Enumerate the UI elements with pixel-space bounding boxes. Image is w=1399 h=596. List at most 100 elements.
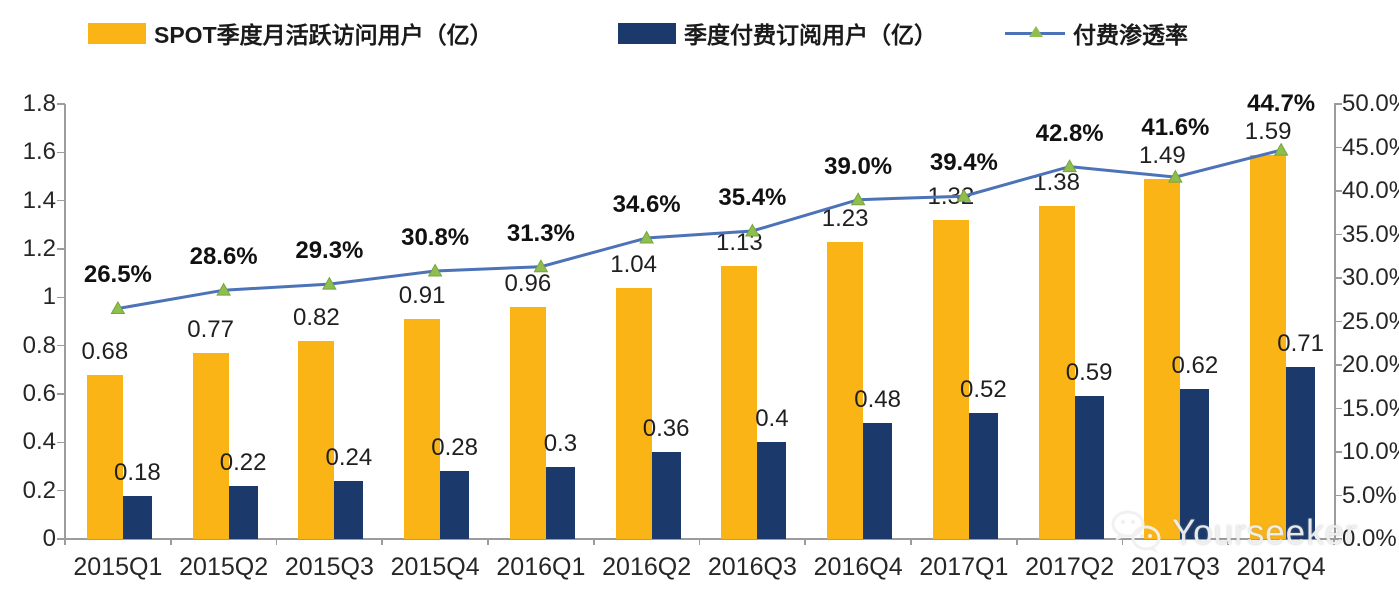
left-axis-tick	[57, 199, 65, 202]
right-axis-tick-label: 30.0%	[1342, 264, 1399, 291]
x-axis-tick	[381, 539, 384, 545]
x-axis-tick	[804, 539, 807, 545]
bar-mau	[827, 241, 864, 539]
right-axis-tick	[1334, 103, 1342, 105]
left-axis-tick-label: 1.8	[22, 90, 56, 117]
penetration-rate-label: 30.8%	[401, 224, 470, 252]
bar-subscribers	[545, 466, 575, 539]
left-axis-tick-label: 1	[42, 283, 56, 311]
right-axis-tick-label: 15.0%	[1342, 394, 1399, 422]
penetration-rate-label: 35.4%	[718, 184, 787, 212]
penetration-rate-label: 39.4%	[929, 149, 998, 177]
left-axis-tick	[57, 344, 65, 347]
left-axis-tick	[57, 248, 65, 250]
right-axis-tick	[1334, 277, 1342, 279]
triangle-marker-icon	[322, 276, 337, 290]
right-axis-tick-label: 0.0%	[1342, 525, 1397, 552]
triangle-marker-icon	[1273, 142, 1289, 156]
x-axis-label: 2016Q2	[602, 553, 692, 581]
x-axis-tick	[275, 539, 278, 545]
penetration-rate-label: 41.6%	[1141, 113, 1210, 141]
x-axis-tick	[169, 539, 172, 545]
watermark: Yourseeker	[1108, 508, 1358, 558]
bar-label-subscribers: 0.52	[960, 376, 1007, 404]
x-axis-label: 2016Q4	[813, 553, 903, 581]
x-axis-tick	[1227, 539, 1230, 545]
bar-subscribers	[1074, 396, 1104, 539]
bar-subscribers	[968, 413, 998, 539]
x-axis-label: 2017Q4	[1236, 553, 1326, 581]
triangle-marker-icon	[533, 259, 549, 273]
x-axis-label: 2017Q1	[919, 553, 1009, 581]
right-axis-tick-label: 50.0%	[1342, 90, 1399, 117]
left-axis-tick-label: 0	[42, 525, 56, 552]
bar-mau	[1038, 205, 1075, 539]
bar-subscribers	[440, 471, 470, 539]
left-axis-tick-label: 1.2	[22, 235, 56, 262]
x-axis-tick	[910, 539, 912, 545]
left-axis-tick	[57, 296, 65, 299]
right-axis-tick	[1334, 190, 1342, 192]
bar-label-subscribers: 0.24	[325, 444, 373, 471]
right-axis-tick	[1334, 451, 1342, 453]
bar-label-subscribers: 0.22	[219, 448, 267, 476]
penetration-rate-label: 34.6%	[612, 190, 681, 218]
bar-label-mau: 0.68	[81, 337, 129, 365]
left-axis-tick	[57, 393, 65, 395]
bar-subscribers	[651, 452, 681, 539]
right-axis-tick-label: 10.0%	[1342, 438, 1399, 465]
bar-label-mau: 0.91	[398, 282, 446, 310]
right-axis-tick	[1334, 233, 1342, 236]
triangle-marker-icon	[1029, 26, 1043, 37]
bar-subscribers	[228, 485, 258, 539]
bar-mau	[404, 319, 441, 539]
left-axis-tick	[57, 441, 65, 444]
bar-mau	[509, 307, 546, 539]
right-axis-tick-label: 45.0%	[1342, 133, 1399, 161]
left-axis-tick	[57, 151, 65, 154]
right-axis-tick-label: 20.0%	[1342, 351, 1399, 378]
bar-label-subscribers: 0.59	[1065, 359, 1113, 387]
x-axis-label: 2017Q2	[1025, 553, 1115, 581]
penetration-rate-label: 29.3%	[295, 237, 364, 265]
legend-label-penetration: 付费渗透率	[1073, 22, 1188, 48]
triangle-marker-icon	[1062, 159, 1077, 173]
right-axis-tick-label: 40.0%	[1342, 177, 1399, 204]
triangle-marker-icon	[745, 223, 760, 237]
bar-label-subscribers: 0.18	[114, 458, 161, 486]
right-axis-tick	[1334, 494, 1342, 497]
penetration-rate-label: 39.0%	[824, 152, 893, 180]
bar-subscribers	[757, 442, 787, 539]
bar-label-mau: 1.04	[610, 250, 657, 278]
legend-label-mau: SPOT季度月活跃访问用户（亿）	[154, 22, 493, 48]
x-axis-label: 2015Q3	[284, 553, 374, 581]
triangle-marker-icon	[110, 300, 126, 314]
bar-label-mau: 1.59	[1244, 117, 1292, 145]
legend-swatch-mau	[88, 22, 146, 44]
left-axis-tick-label: 1.4	[22, 186, 56, 214]
x-axis-tick	[1015, 539, 1018, 545]
penetration-rate-label: 44.7%	[1247, 89, 1316, 117]
triangle-marker-icon	[956, 188, 972, 202]
x-axis-tick	[64, 539, 66, 545]
bar-label-mau: 0.96	[504, 270, 552, 297]
penetration-rate-line	[110, 142, 1289, 314]
bar-label-subscribers: 0.36	[642, 415, 690, 442]
bar-subscribers	[1180, 389, 1210, 539]
legend-item-mau: SPOT季度月活跃访问用户（亿）	[88, 18, 493, 48]
x-axis-label: 2015Q2	[179, 553, 269, 581]
bar-subscribers	[334, 481, 364, 539]
bar-label-subscribers: 0.3	[543, 429, 578, 457]
legend-swatch-subscribers	[618, 22, 676, 44]
bar-label-subscribers: 0.71	[1277, 330, 1324, 358]
bar-label-mau: 0.82	[293, 303, 340, 331]
bar-mau	[721, 265, 758, 539]
legend-item-subscribers: 季度付费订阅用户（亿）	[618, 18, 937, 48]
penetration-rate-label: 28.6%	[189, 243, 258, 271]
x-axis-line	[64, 538, 1335, 540]
wechat-icon	[1111, 510, 1161, 553]
x-axis-tick	[698, 539, 701, 545]
triangle-marker-icon	[639, 230, 654, 244]
left-axis-tick-label: 0.6	[22, 380, 56, 407]
